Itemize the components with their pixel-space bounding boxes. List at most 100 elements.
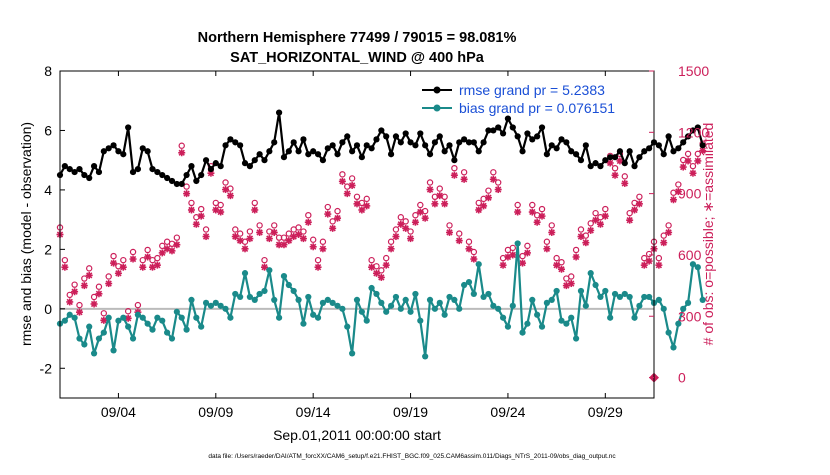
bias-point <box>402 296 409 303</box>
bias-point <box>548 296 555 303</box>
rmse-point <box>183 171 190 179</box>
bias-point <box>227 314 234 321</box>
obs-possible-point <box>675 181 682 188</box>
rmse-point <box>611 154 619 161</box>
obs-assimilated-point <box>353 200 361 208</box>
rmse-point <box>470 139 477 146</box>
obs-possible-point <box>173 234 181 241</box>
rmse-point <box>387 151 395 158</box>
bias-point <box>529 296 536 303</box>
rmse-point <box>582 142 589 149</box>
x-tick-label: 09/24 <box>490 404 525 420</box>
rmse-point <box>222 142 229 149</box>
rmse-point <box>363 142 370 149</box>
obs-possible-point <box>168 240 176 248</box>
y-left-tick-label: 0 <box>44 301 52 317</box>
bias-point <box>646 293 653 301</box>
rmse-point <box>193 177 200 185</box>
rmse-point <box>314 151 322 158</box>
obs-assimilated-point <box>689 169 697 177</box>
x-tick-label: 09/14 <box>296 404 331 420</box>
obs-assimilated-point <box>553 261 561 269</box>
obs-possible-point <box>524 242 531 250</box>
bias-point <box>266 267 273 274</box>
obs-assimilated-point <box>489 175 497 183</box>
obs-assimilated-point <box>358 206 366 214</box>
obs-assimilated-point <box>596 220 604 228</box>
obs-possible-point <box>499 254 507 262</box>
obs-possible-point <box>329 218 336 225</box>
rmse-point <box>237 142 244 149</box>
obs-possible-point <box>271 222 278 229</box>
rmse-point <box>349 148 356 155</box>
obs-possible-point <box>485 187 492 194</box>
obs-assimilated-point <box>348 181 356 189</box>
obs-possible-point <box>134 301 142 309</box>
rmse-point <box>699 142 706 149</box>
obs-possible-point <box>529 201 536 209</box>
rmse-point <box>280 154 288 161</box>
legend-bias-label: bias grand pr = 0.076151 <box>459 100 615 116</box>
bias-point <box>572 335 580 342</box>
obs-possible-point <box>626 209 633 217</box>
obs-possible-point <box>81 275 88 282</box>
obs-possible-point <box>324 203 331 211</box>
rmse-point <box>81 171 88 179</box>
obs-assimilated-point <box>606 159 614 167</box>
obs-assimilated-point <box>421 214 429 222</box>
obs-assimilated-point <box>431 200 439 208</box>
bias-point <box>110 347 117 354</box>
rmse-point <box>154 168 161 176</box>
obs-assimilated-point <box>387 245 395 253</box>
obs-assimilated-point <box>372 269 380 277</box>
bias-point <box>115 317 122 324</box>
rmse-point <box>422 142 429 149</box>
obs-possible-point <box>470 248 478 256</box>
bias-point <box>280 273 288 280</box>
obs-assimilated-point <box>548 228 556 236</box>
obs-possible-point <box>412 211 419 219</box>
obs-assimilated-point <box>543 245 551 253</box>
rmse-point <box>139 145 146 152</box>
y-right-tick-label: 1500 <box>678 63 709 79</box>
obs-possible-point <box>572 246 580 254</box>
obs-possible-point <box>568 273 575 280</box>
bias-point <box>310 311 317 318</box>
obs-assimilated-point <box>416 208 424 216</box>
rmse-point <box>207 166 215 173</box>
obs-assimilated-point <box>450 171 458 179</box>
obs-possible-point <box>100 310 108 317</box>
obs-assimilated-point <box>251 206 259 214</box>
obs-assimilated-point <box>635 200 643 208</box>
bias-point <box>694 264 701 271</box>
obs-possible-point <box>236 230 244 237</box>
obs-assimilated-point <box>494 186 502 194</box>
obs-possible-point <box>621 173 628 180</box>
bias-point <box>271 296 278 303</box>
obs-assimilated-point <box>509 251 517 259</box>
obs-assimilated-point <box>324 210 332 218</box>
obs-assimilated-point <box>246 235 254 243</box>
rmse-point <box>285 148 292 155</box>
rmse-point <box>626 148 633 155</box>
obs-assimilated-point <box>446 228 454 236</box>
rmse-point <box>534 133 541 140</box>
bias-point <box>188 296 195 303</box>
obs-assimilated-point <box>71 288 79 296</box>
obs-assimilated-point <box>75 308 83 316</box>
bias-point <box>495 305 502 312</box>
rmse-point <box>368 145 375 152</box>
bias-point <box>621 290 628 298</box>
obs-assimilated-point <box>314 263 322 271</box>
obs-possible-point <box>689 162 697 170</box>
rmse-point <box>290 139 297 146</box>
bias-point <box>373 290 380 298</box>
obs-possible-point <box>543 238 551 245</box>
obs-assimilated-point <box>343 190 351 198</box>
obs-assimilated-point <box>480 202 488 210</box>
rmse-point <box>300 136 307 143</box>
obs-assimilated-point <box>100 316 108 324</box>
obs-assimilated-point <box>441 200 449 208</box>
rmse-point <box>563 139 570 146</box>
obs-possible-point <box>465 238 473 245</box>
